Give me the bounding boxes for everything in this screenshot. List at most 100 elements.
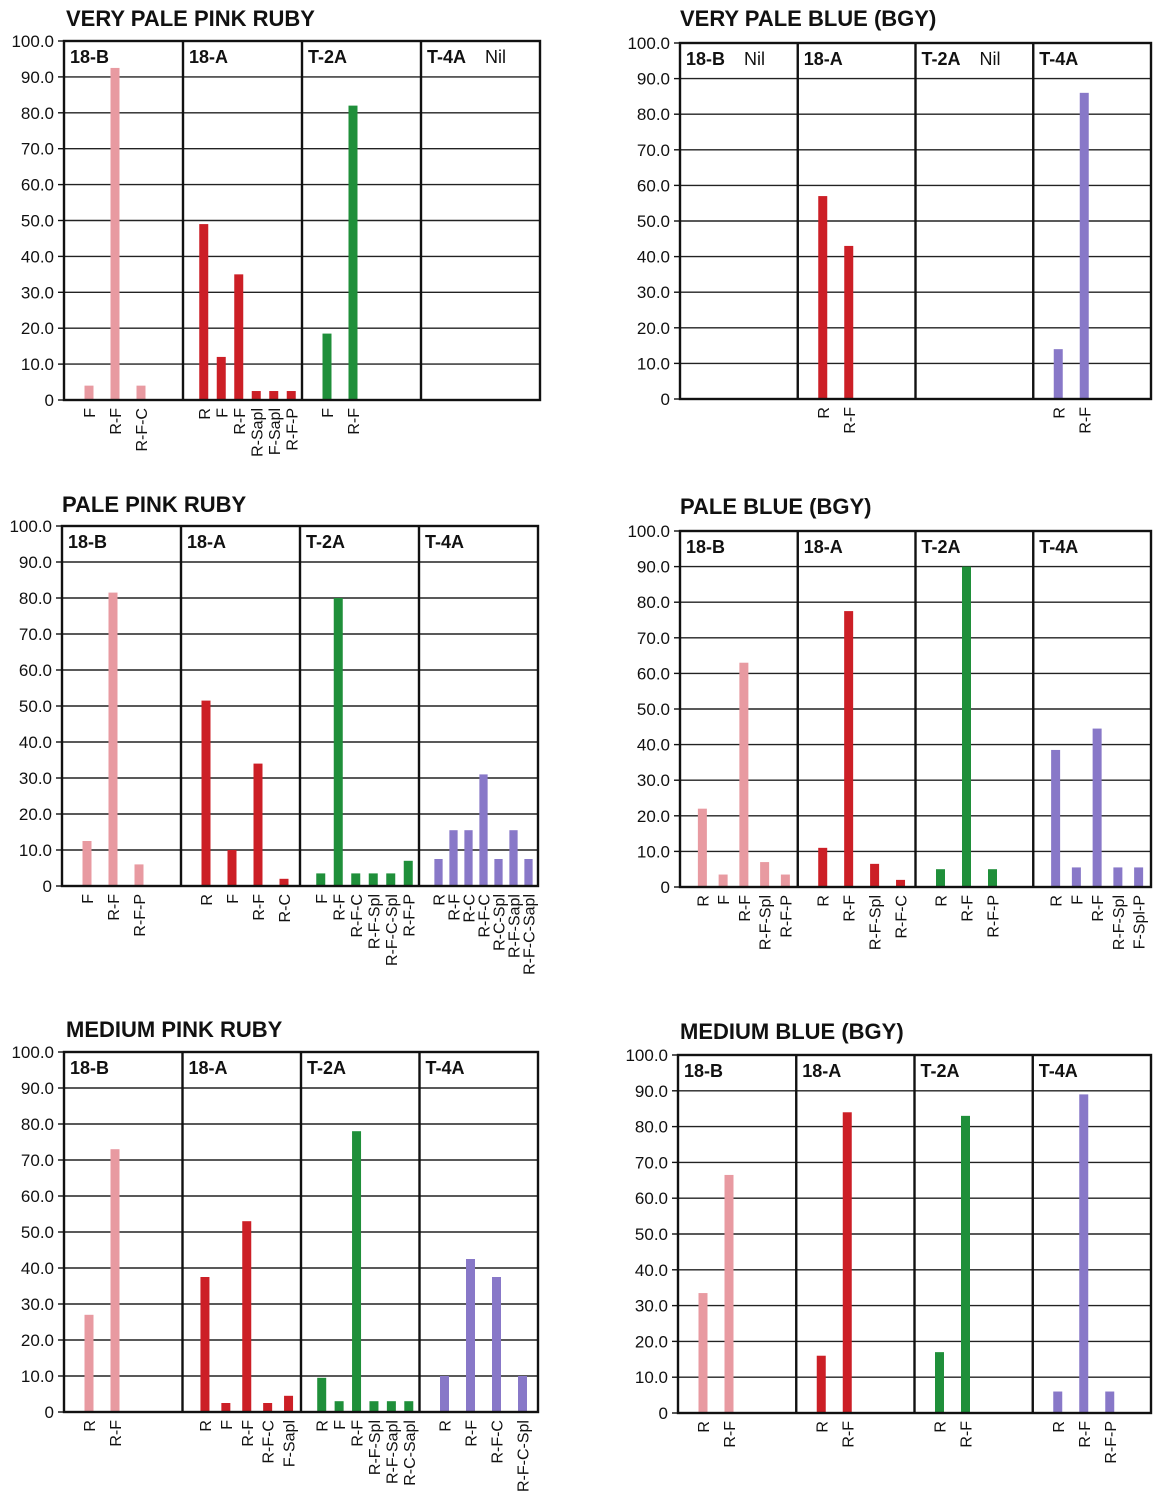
x-tick-label: R [1049,895,1066,907]
y-tick-label: 90.0 [19,553,52,572]
bar-18-b-f [718,874,728,887]
x-tick-label: R-F-P [1103,1421,1120,1464]
x-tick-label: F [1069,895,1086,905]
bar-t-2a-r-f-p [403,860,413,886]
panel-title: VERY PALE PINK RUBY [66,6,315,31]
y-tick-label: 50.0 [637,700,670,719]
group-label-t-2a: T-2A [922,537,961,557]
bar-t-4a-r-f-spl [1113,867,1123,887]
x-tick-label: R-F-P [284,408,301,451]
x-tick-label: R-C [462,894,479,922]
y-tick-label: 10.0 [19,841,52,860]
x-tick-label: R-F [464,1420,481,1447]
bar-t-4a-r-f [466,1259,475,1412]
bar-18-a-f-sapl [284,1395,294,1412]
bar-18-a-r-f [844,245,854,399]
y-tick-label: 100.0 [625,1046,668,1065]
group-label-t-2a: T-2A [307,1058,346,1078]
bar-t-2a-f [322,333,332,400]
bar-t-2a-r-f [352,1131,362,1412]
group-label-18-a: 18-A [804,537,843,557]
y-tick-label: 60.0 [635,1189,668,1208]
bar-t-4a-r-f-c-spl [518,1376,527,1412]
group-label-t-2a: T-2A [921,1061,960,1081]
bar-18-a-r-c [279,878,289,886]
x-tick-label: R-F-P [986,895,1003,938]
y-tick-label: 50.0 [21,1223,54,1242]
x-tick-label: R-F [1077,1421,1094,1448]
x-tick-label: F [82,408,99,418]
y-tick-label: 0 [659,1404,668,1423]
x-tick-label: R-F-C-Sapl [522,894,539,975]
group-label-18-a: 18-A [189,47,228,67]
x-tick-label: R-F [1077,407,1094,434]
y-tick-label: 20.0 [19,805,52,824]
bar-t-4a-r-f-sapl [509,830,518,886]
group-label-18-b: 18-B [70,1058,109,1078]
group-label-18-a: 18-A [802,1061,841,1081]
bar-18-b-r-f-p [134,864,144,886]
y-tick-label: 100.0 [627,522,670,541]
y-tick-label: 60.0 [21,176,54,195]
y-tick-label: 40.0 [637,248,670,267]
group-label-18-a: 18-A [189,1058,228,1078]
x-tick-label: R-F [722,1421,739,1448]
bar-18-b-r-f-spl [760,862,770,887]
bar-t-2a-r-f-p [988,869,997,887]
y-tick-label: 10.0 [635,1368,668,1387]
x-tick-label: R [315,1420,332,1432]
bar-18-a-f-sapl [269,391,279,400]
x-tick-label: R-F [346,408,363,435]
x-tick-label: R-F-Spl [367,1420,384,1475]
bar-t-2a-r-c-sapl [404,1401,414,1412]
y-tick-label: 40.0 [637,736,670,755]
bar-18-a-r-f [842,1112,852,1413]
x-tick-label: R-F-P [778,895,795,938]
group-label-18-b: 18-B [686,537,725,557]
y-tick-label: 80.0 [21,1115,54,1134]
x-tick-label: R-F [842,895,859,922]
x-tick-label: R-F [842,407,859,434]
bar-t-2a-r [935,1352,944,1413]
x-tick-label: R-C [277,894,294,922]
y-tick-label: 50.0 [637,212,670,231]
y-tick-label: 50.0 [19,697,52,716]
x-tick-label: R-C-Spl [492,894,509,951]
bar-t-2a-r-f-c-spl [386,873,396,886]
bar-18-b-r-f-c [136,385,146,400]
y-tick-label: 60.0 [21,1187,54,1206]
bar-18-b-r-f [724,1174,734,1413]
bar-t-2a-r [317,1377,327,1412]
bar-t-2a-r-f [333,598,343,886]
x-tick-label: F [225,894,242,904]
y-tick-label: 10.0 [637,842,670,861]
x-tick-label: R-F-C [894,895,911,939]
x-tick-label: F-Sapl [282,1420,299,1467]
y-tick-label: 90.0 [635,1082,668,1101]
x-tick-label: R [199,894,216,906]
x-tick-label: R-F-C-Spl [516,1420,533,1492]
y-tick-label: 90.0 [21,1079,54,1098]
x-tick-label: R-F-Spl [366,894,383,949]
bar-18-b-r-f [108,592,118,886]
bar-t-4a-f-spl-p [1134,867,1144,887]
group-label-t-4a: T-4A [1039,49,1078,69]
bar-t-2a-r-f-c [351,873,361,886]
bar-18-b-f [82,841,92,886]
x-tick-label: R-F [108,408,125,435]
plot-frame [676,1053,1153,1415]
x-tick-label: R [82,1420,99,1432]
panel-title: PALE PINK RUBY [62,492,246,517]
y-tick-label: 0 [661,878,670,897]
group-label-t-4a: T-4A [426,1058,465,1078]
bar-t-4a-r [440,1376,449,1412]
y-tick-label: 30.0 [637,771,670,790]
y-tick-label: 70.0 [635,1153,668,1172]
bar-t-2a-r [936,869,945,887]
bar-t-4a-r-f [1079,92,1089,399]
plot-frame [60,524,540,888]
panel-pale-pink-ruby: PALE PINK RUBY 100.0 90.0 80.0 70.0 60.0 50.0… [9,492,540,975]
y-tick-label: 30.0 [19,769,52,788]
bar-18-a-r [199,224,209,400]
group-label-t-4a: T-4A [1039,537,1078,557]
